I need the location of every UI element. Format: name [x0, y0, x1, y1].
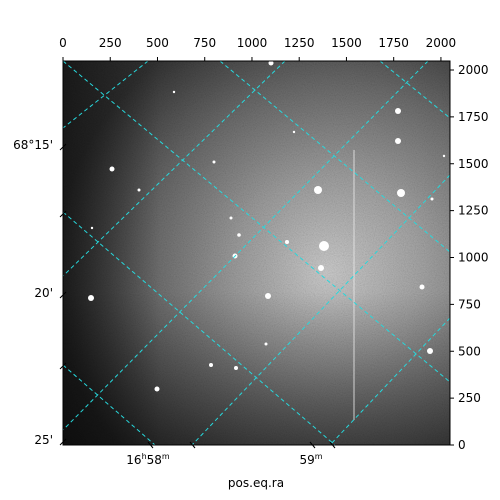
star	[268, 61, 274, 66]
right-tick-label: 250	[458, 391, 481, 405]
star	[264, 342, 268, 346]
grid-line	[219, 61, 450, 253]
dec-tick-label: 25'	[34, 433, 53, 447]
star	[285, 240, 289, 244]
ra-tick-label: 16h58m	[126, 452, 170, 467]
right-tick-label: 0	[458, 438, 466, 452]
star	[265, 293, 271, 299]
star	[318, 265, 324, 271]
star	[292, 130, 296, 134]
sky-image	[63, 61, 450, 445]
top-tick-label: 1750	[378, 36, 409, 50]
star	[154, 386, 160, 392]
top-tick-label: 1250	[284, 36, 315, 50]
right-tick-label: 750	[458, 297, 481, 311]
star-sources	[88, 61, 446, 392]
star	[137, 188, 141, 192]
right-tick-label: 500	[458, 344, 481, 358]
top-tick-label: 1000	[237, 36, 268, 50]
star	[234, 366, 238, 370]
wcs-coordinate-grid	[63, 61, 450, 445]
grid-line	[191, 174, 450, 445]
right-tick-label: 2000	[458, 63, 489, 77]
x-axis-title: pos.eq.ra	[228, 476, 284, 490]
grid-line	[63, 61, 286, 277]
grid-line	[379, 61, 450, 119]
star	[209, 363, 213, 367]
dec-tick-label: 68°15'	[13, 138, 53, 152]
star	[395, 108, 401, 114]
top-tick-label: 500	[146, 36, 169, 50]
right-tick-label: 1250	[458, 204, 489, 218]
ra-tick-label: 59m	[299, 452, 322, 467]
star	[237, 233, 241, 237]
star	[430, 197, 434, 201]
right-tick-label: 1750	[458, 110, 489, 124]
star	[212, 160, 216, 164]
star	[395, 138, 401, 144]
right-tick-label: 1500	[458, 157, 489, 171]
star	[397, 189, 405, 197]
star	[442, 154, 446, 158]
star	[88, 295, 94, 301]
top-tick-label: 0	[59, 36, 67, 50]
top-pixel-axis: 0 250 500 750 1000 1250 1500 1750 2000	[59, 36, 456, 61]
top-tick-label: 1500	[331, 36, 362, 50]
grid-line	[63, 61, 429, 431]
plot-frame	[62, 60, 451, 446]
star	[109, 166, 115, 172]
top-tick-label: 250	[99, 36, 122, 50]
left-dec-axis: 68°15' 20' 25'	[13, 138, 67, 447]
star	[419, 284, 425, 290]
bottom-ra-axis: 16h58m 59m	[126, 441, 336, 467]
right-pixel-axis: 0 250 500 750 1000 1250 1500 1750 2000	[450, 63, 489, 452]
star	[172, 90, 176, 94]
grid-line	[329, 317, 450, 445]
star	[319, 241, 329, 251]
dec-tick-label: 20'	[34, 286, 53, 300]
right-tick-label: 1000	[458, 251, 489, 265]
star	[229, 216, 233, 220]
grid-line	[63, 211, 336, 445]
star	[314, 186, 322, 194]
top-tick-label: 2000	[426, 36, 457, 50]
star	[90, 226, 94, 230]
top-tick-label: 750	[193, 36, 216, 50]
grid-line	[63, 364, 156, 445]
star	[427, 348, 433, 354]
